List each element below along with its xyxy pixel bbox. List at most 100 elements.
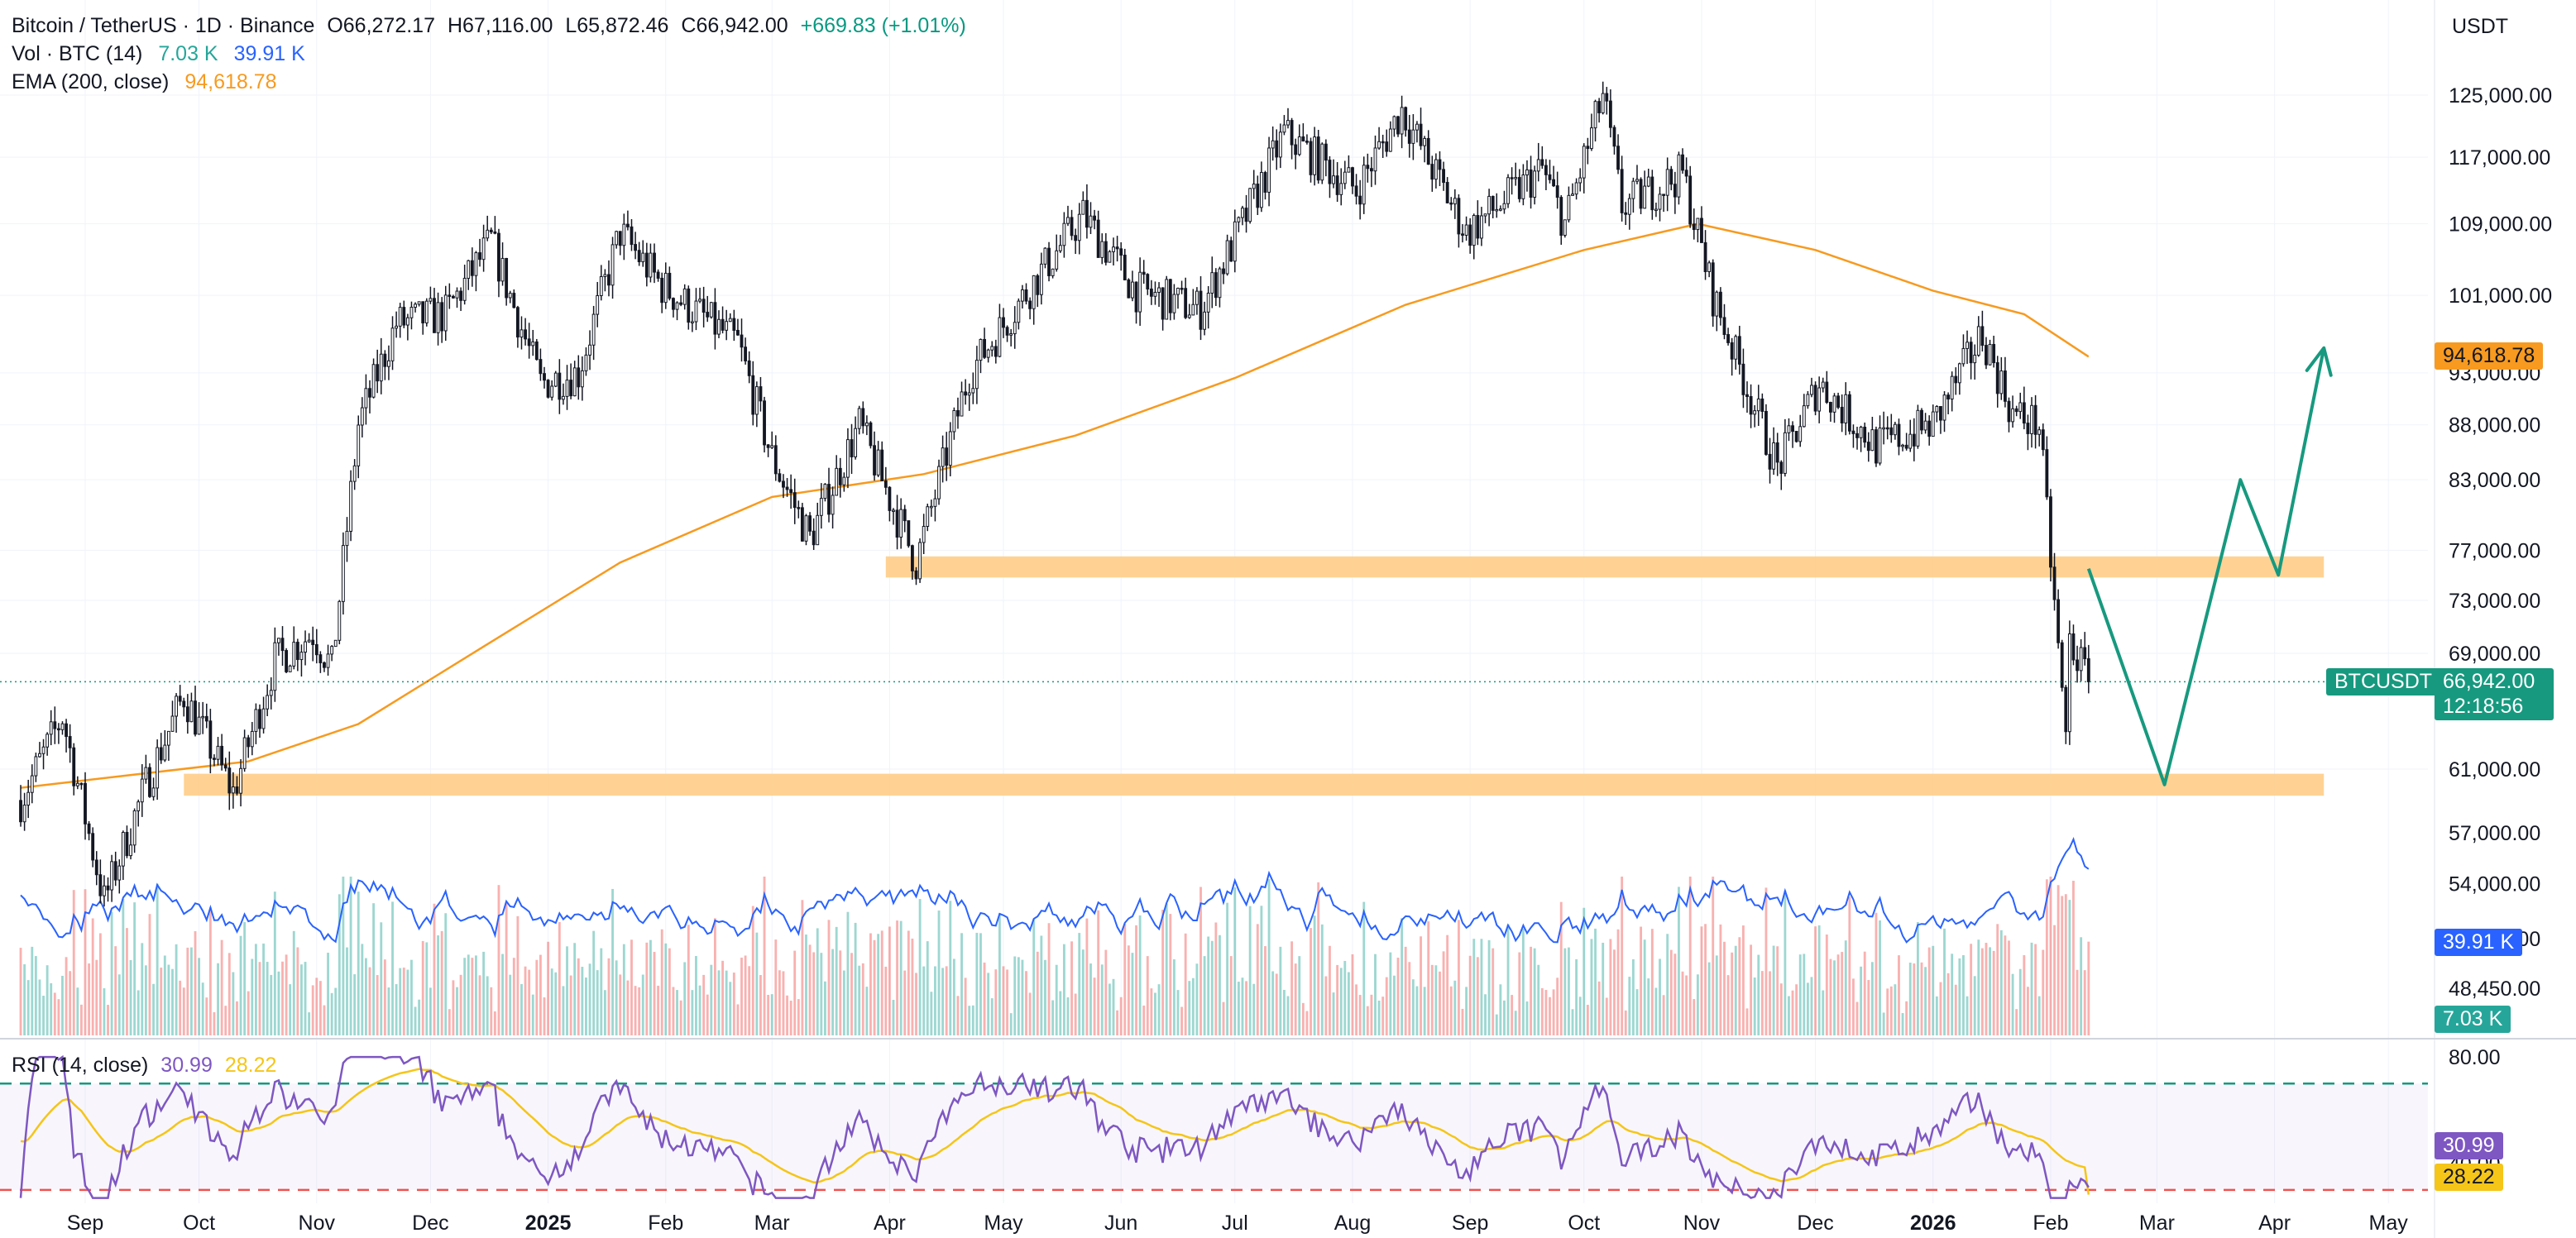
volume-bar	[1631, 958, 1635, 1035]
volume-bar	[2015, 1009, 2018, 1035]
price-tick-label: 77,000.00	[2449, 539, 2540, 562]
volume-bar	[163, 955, 166, 1035]
volume-bar	[585, 977, 587, 1035]
candle-body	[974, 360, 979, 390]
volume-bar	[327, 953, 329, 1035]
candle-body	[402, 307, 406, 326]
volume-bar	[1901, 1013, 1904, 1035]
volume-bar	[1184, 933, 1187, 1035]
volume-bar	[588, 963, 591, 1035]
volume-bar	[1544, 990, 1548, 1035]
volume-bar	[577, 958, 580, 1035]
candle-body	[1157, 287, 1161, 293]
currency-unit-label[interactable]: USDT	[2452, 15, 2509, 38]
projection-path[interactable]	[2086, 346, 2333, 786]
candle-body	[725, 321, 729, 331]
candle-body	[2086, 658, 2090, 682]
volume-bar	[1161, 910, 1165, 1035]
candle-body	[318, 654, 323, 663]
volume-bar	[1214, 922, 1218, 1035]
candle-body	[1180, 288, 1184, 290]
candle-body	[436, 302, 440, 333]
rsi-indicator-label[interactable]: RSI (14, close)	[12, 1054, 149, 1077]
candle-body	[1058, 245, 1062, 251]
candle-body	[615, 231, 619, 246]
volume-ma-line	[20, 837, 2090, 944]
candle-body	[1313, 136, 1317, 175]
candle-body	[2076, 659, 2079, 672]
symbol-title[interactable]: Bitcoin / TetherUS · 1D · Binance	[12, 14, 315, 37]
volume-bar	[410, 959, 413, 1035]
candle-body	[379, 353, 383, 382]
candle-body	[1369, 168, 1373, 172]
candle-body	[1851, 430, 1855, 434]
volume-bar	[1549, 997, 1551, 1035]
candle-body	[182, 700, 186, 708]
volume-indicator-label[interactable]: Vol · BTC (14)	[12, 42, 143, 65]
volume-bar	[1666, 934, 1669, 1035]
volume-bar	[1810, 977, 1813, 1035]
volume-bar	[1385, 977, 1388, 1035]
volume-bar	[535, 959, 539, 1035]
candle-body	[744, 347, 748, 361]
volume-bar	[1568, 947, 1570, 1035]
volume-bar	[387, 987, 390, 1035]
candle-body	[1825, 381, 1829, 403]
volume-bar	[1157, 984, 1161, 1035]
volume-bar	[1377, 1000, 1381, 1035]
volume-bar	[1411, 979, 1415, 1035]
volume-bar	[1112, 978, 1115, 1035]
volume-bar	[1180, 1006, 1184, 1035]
candle-body	[1631, 180, 1635, 199]
candle-body	[929, 505, 933, 509]
candle-body	[1168, 279, 1172, 313]
candle-body	[194, 700, 197, 735]
ema-indicator-label[interactable]: EMA (200, close)	[12, 70, 170, 93]
candle-body	[835, 467, 839, 496]
price-tick-label: 88,000.00	[2449, 414, 2540, 437]
candle-body	[910, 545, 914, 571]
candle-body	[679, 302, 683, 305]
price-tick-label: 54,000.00	[2449, 872, 2540, 896]
candle-body	[971, 388, 975, 394]
candle-body	[132, 810, 136, 846]
volume-bar	[945, 966, 948, 1035]
volume-bar	[1916, 921, 1919, 1035]
candle-body	[1662, 194, 1666, 196]
candle-body	[1476, 215, 1480, 239]
volume-bar	[406, 969, 409, 1035]
symbol-tag: BTCUSDT	[2326, 668, 2441, 695]
volume-bar	[1798, 954, 1802, 1035]
candle-body	[390, 327, 395, 361]
candle-body	[1707, 262, 1712, 272]
candle-body	[2022, 402, 2026, 424]
volume-bar	[266, 962, 269, 1035]
candle-body	[785, 486, 789, 490]
volume-bar	[1002, 966, 1005, 1035]
candle-body	[766, 444, 770, 448]
price-zone-1	[885, 556, 2325, 578]
volume-bar	[1992, 950, 1995, 1035]
candle-body	[668, 272, 672, 299]
volume-bar	[1556, 977, 1559, 1035]
volume-bar	[493, 1011, 496, 1035]
candle-body	[888, 486, 892, 511]
candle-body	[1889, 427, 1894, 436]
candle-body	[792, 492, 797, 509]
volume-bar	[569, 975, 572, 1035]
volume-bar	[1750, 944, 1753, 1035]
candle-body	[546, 380, 550, 398]
candle-body	[584, 354, 588, 371]
volume-bar	[634, 986, 637, 1035]
candle-body	[1529, 169, 1533, 198]
volume-bar	[1329, 945, 1331, 1035]
candle-body	[1498, 208, 1502, 211]
volume-bar	[1745, 1008, 1749, 1035]
volume-bar	[1590, 939, 1593, 1035]
volume-bar	[1066, 997, 1070, 1035]
volume-bar	[402, 968, 405, 1035]
volume-bar	[1640, 926, 1643, 1035]
candle-body	[603, 274, 607, 277]
candle-body	[1309, 141, 1313, 175]
